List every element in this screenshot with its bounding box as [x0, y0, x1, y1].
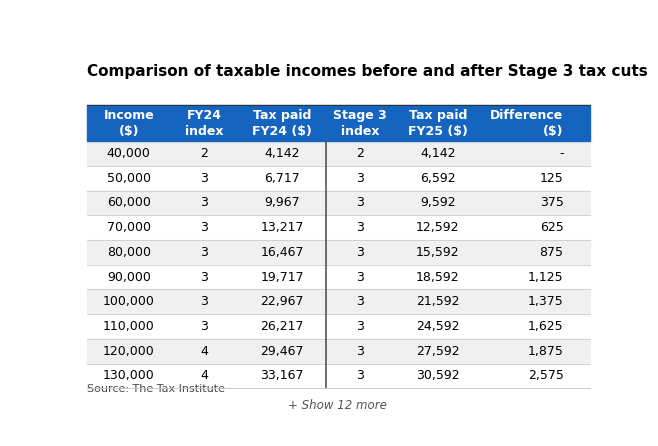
- Text: 1,125: 1,125: [528, 271, 563, 284]
- Text: 40,000: 40,000: [107, 147, 151, 160]
- Text: Comparison of taxable incomes before and after Stage 3 tax cuts: Comparison of taxable incomes before and…: [88, 64, 648, 79]
- Text: 3: 3: [200, 295, 208, 308]
- Text: 9,967: 9,967: [264, 196, 300, 210]
- Text: 130,000: 130,000: [103, 369, 155, 383]
- Text: 50,000: 50,000: [107, 172, 151, 185]
- Text: 3: 3: [200, 172, 208, 185]
- Bar: [88, 265, 590, 289]
- Text: 3: 3: [356, 221, 364, 234]
- Text: 375: 375: [540, 196, 563, 210]
- Text: 3: 3: [200, 320, 208, 333]
- Text: 2: 2: [356, 147, 364, 160]
- Bar: [88, 105, 590, 141]
- Text: 120,000: 120,000: [103, 345, 155, 358]
- Text: 21,592: 21,592: [416, 295, 459, 308]
- Text: 16,467: 16,467: [261, 246, 304, 259]
- Text: 3: 3: [200, 246, 208, 259]
- Bar: [88, 190, 590, 215]
- Text: Source: The Tax Institute: Source: The Tax Institute: [88, 384, 225, 393]
- Text: 3: 3: [356, 196, 364, 210]
- Text: 30,592: 30,592: [416, 369, 459, 383]
- Text: Stage 3
index: Stage 3 index: [333, 108, 387, 137]
- Text: 27,592: 27,592: [416, 345, 459, 358]
- Text: 4,142: 4,142: [265, 147, 300, 160]
- Text: 9,592: 9,592: [420, 196, 455, 210]
- Text: 90,000: 90,000: [107, 271, 151, 284]
- Text: 4: 4: [200, 345, 208, 358]
- Text: 12,592: 12,592: [416, 221, 459, 234]
- Text: 70,000: 70,000: [107, 221, 151, 234]
- Text: 2,575: 2,575: [528, 369, 563, 383]
- Text: Income
($): Income ($): [103, 108, 154, 137]
- Text: 80,000: 80,000: [107, 246, 151, 259]
- Text: 18,592: 18,592: [416, 271, 459, 284]
- Bar: [88, 141, 590, 166]
- Text: FY24
index: FY24 index: [185, 108, 223, 137]
- Text: 3: 3: [200, 196, 208, 210]
- Text: 3: 3: [356, 271, 364, 284]
- Bar: [88, 166, 590, 190]
- Text: 3: 3: [356, 246, 364, 259]
- Text: 3: 3: [356, 369, 364, 383]
- Bar: [88, 363, 590, 388]
- Text: 6,592: 6,592: [420, 172, 455, 185]
- Text: 1,625: 1,625: [528, 320, 563, 333]
- Text: 29,467: 29,467: [261, 345, 304, 358]
- Text: 26,217: 26,217: [261, 320, 304, 333]
- Text: Difference
($): Difference ($): [490, 108, 563, 137]
- Text: 4: 4: [200, 369, 208, 383]
- Text: 3: 3: [356, 320, 364, 333]
- Text: 15,592: 15,592: [416, 246, 459, 259]
- Text: 19,717: 19,717: [260, 271, 304, 284]
- Text: 1,375: 1,375: [528, 295, 563, 308]
- Text: + Show 12 more: + Show 12 more: [288, 399, 387, 412]
- Text: 3: 3: [356, 172, 364, 185]
- Bar: [88, 240, 590, 265]
- Text: Tax paid
FY25 ($): Tax paid FY25 ($): [408, 108, 468, 137]
- Text: 6,717: 6,717: [264, 172, 300, 185]
- Text: 1,875: 1,875: [528, 345, 563, 358]
- Text: 22,967: 22,967: [261, 295, 304, 308]
- Text: 100,000: 100,000: [103, 295, 155, 308]
- Text: 33,167: 33,167: [261, 369, 304, 383]
- Text: -: -: [559, 147, 563, 160]
- Text: 3: 3: [200, 221, 208, 234]
- Text: 3: 3: [356, 295, 364, 308]
- Text: 60,000: 60,000: [107, 196, 151, 210]
- Text: 3: 3: [356, 345, 364, 358]
- Text: 3: 3: [200, 271, 208, 284]
- Text: Tax paid
FY24 ($): Tax paid FY24 ($): [252, 108, 312, 137]
- Text: 125: 125: [540, 172, 563, 185]
- Text: 4,142: 4,142: [420, 147, 455, 160]
- Text: 625: 625: [540, 221, 563, 234]
- Bar: [88, 289, 590, 314]
- Bar: [88, 215, 590, 240]
- Text: 24,592: 24,592: [416, 320, 459, 333]
- Bar: [88, 314, 590, 339]
- Text: 875: 875: [540, 246, 563, 259]
- Text: 13,217: 13,217: [261, 221, 304, 234]
- Bar: [88, 339, 590, 363]
- Text: 110,000: 110,000: [103, 320, 155, 333]
- Text: 2: 2: [200, 147, 208, 160]
